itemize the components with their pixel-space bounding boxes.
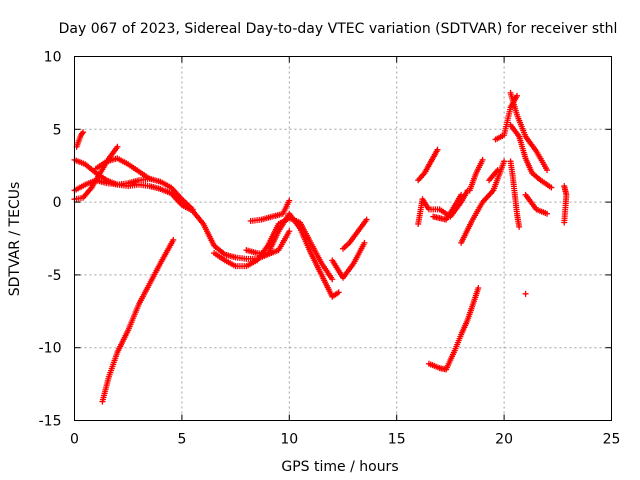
- data-points: [71, 89, 570, 405]
- data-point-marker: [544, 210, 551, 217]
- x-tick-label: 10: [280, 432, 298, 448]
- data-point-marker: [548, 184, 555, 191]
- data-point-marker: [522, 290, 529, 297]
- data-point-marker: [434, 146, 441, 153]
- data-point-marker: [513, 92, 520, 99]
- data-point-marker: [80, 129, 87, 136]
- y-tick-label: 0: [53, 195, 62, 211]
- y-tick-label: 5: [53, 122, 62, 138]
- chart-title: Day 067 of 2023, Sidereal Day-to-day VTE…: [59, 21, 618, 37]
- data-point-marker: [189, 206, 196, 213]
- x-axis-label: GPS time / hours: [281, 459, 398, 475]
- axis-ticks: 0 5 10 15 20 25 -15 -10 -5 0 5 10: [39, 50, 621, 448]
- data-point-marker: [479, 156, 486, 163]
- y-axis-label: SDTVAR / TECUs: [7, 182, 23, 297]
- data-point-marker: [146, 175, 153, 182]
- data-point-marker: [286, 228, 293, 235]
- x-tick-label: 15: [388, 432, 406, 448]
- data-point-marker: [329, 276, 336, 283]
- data-point-marker: [286, 197, 293, 204]
- x-tick-label: 20: [495, 432, 513, 448]
- x-tick-label: 0: [70, 432, 79, 448]
- data-point-marker: [170, 236, 177, 243]
- data-point-marker: [516, 223, 523, 230]
- data-point-marker: [335, 289, 342, 296]
- data-point-marker: [363, 216, 370, 223]
- data-point-marker: [458, 191, 465, 198]
- data-point-marker: [114, 143, 121, 150]
- y-tick-label: -5: [48, 268, 62, 284]
- plot-frame: [74, 56, 612, 421]
- data-point-marker: [475, 285, 482, 292]
- data-point-marker: [361, 239, 368, 246]
- grid-lines: [74, 56, 612, 421]
- x-tick-label: 25: [603, 432, 621, 448]
- data-point-marker: [494, 167, 501, 174]
- data-point-marker: [544, 167, 551, 174]
- y-tick-label: -10: [39, 341, 62, 357]
- y-tick-label: -15: [39, 414, 62, 430]
- data-point-marker: [561, 219, 568, 226]
- y-tick-label: 10: [44, 50, 62, 66]
- data-point-marker: [501, 158, 508, 165]
- x-tick-label: 5: [177, 432, 186, 448]
